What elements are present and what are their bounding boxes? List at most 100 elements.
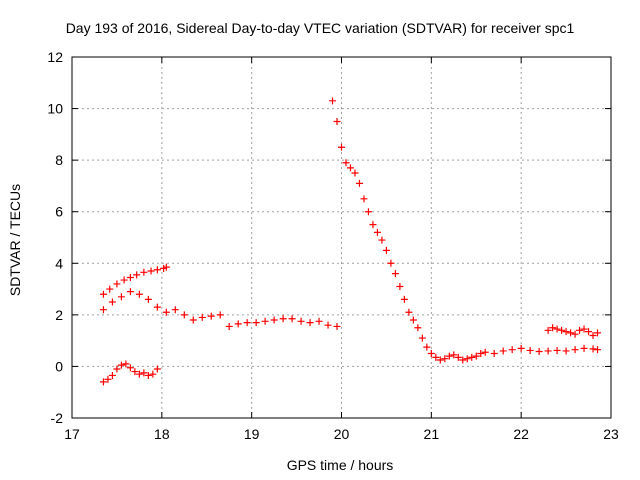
data-point xyxy=(131,368,139,376)
data-point xyxy=(423,343,431,351)
data-point xyxy=(144,371,152,379)
x-tick-label: 18 xyxy=(154,426,170,442)
data-point xyxy=(198,313,206,321)
data-point xyxy=(477,350,485,358)
data-point xyxy=(396,282,404,290)
series-arc-upper xyxy=(99,263,170,298)
data-point xyxy=(432,353,440,361)
y-tick-label: 12 xyxy=(47,49,63,65)
data-point xyxy=(315,317,323,325)
data-point xyxy=(126,273,134,281)
data-point xyxy=(517,344,525,352)
data-point xyxy=(270,316,278,324)
data-point xyxy=(576,326,584,334)
x-tick-label: 17 xyxy=(64,426,80,442)
data-point xyxy=(162,308,170,316)
data-point xyxy=(454,353,462,361)
data-point xyxy=(108,371,116,379)
data-point xyxy=(333,322,341,330)
data-point xyxy=(508,346,516,354)
data-point xyxy=(261,317,269,325)
data-point xyxy=(207,312,215,320)
data-point xyxy=(144,295,152,303)
data-point xyxy=(567,329,575,337)
data-point xyxy=(234,320,242,328)
data-point xyxy=(553,325,561,333)
data-point xyxy=(369,221,377,229)
tick-labels: 17 18 19 20 21 22 23 -2 0 2 4 6 8 10 12 xyxy=(47,49,619,442)
data-point xyxy=(180,311,188,319)
data-point xyxy=(468,353,476,361)
data-point xyxy=(558,326,566,334)
data-point xyxy=(108,298,116,306)
data-point xyxy=(400,295,408,303)
data-point xyxy=(126,364,134,372)
data-point xyxy=(405,308,413,316)
data-point xyxy=(117,293,125,301)
data-point xyxy=(99,306,107,314)
data-point xyxy=(113,280,121,288)
data-point xyxy=(153,365,161,373)
data-point xyxy=(288,315,296,323)
data-point xyxy=(445,352,453,360)
x-tick-label: 22 xyxy=(513,426,529,442)
data-point xyxy=(120,276,128,284)
data-point xyxy=(355,179,363,187)
data-point xyxy=(324,321,332,329)
data-point xyxy=(549,324,557,332)
series-arc-drop xyxy=(329,97,602,364)
data-point xyxy=(594,346,602,354)
data-point xyxy=(562,347,570,355)
y-tick-label: 6 xyxy=(55,204,63,220)
series-arc-late xyxy=(544,324,602,339)
y-tick-label: 0 xyxy=(55,358,63,374)
data-point xyxy=(99,290,107,298)
x-tick-label: 21 xyxy=(424,426,440,442)
data-point xyxy=(373,228,381,236)
data-point xyxy=(149,370,157,378)
x-tick-label: 20 xyxy=(334,426,350,442)
x-tick-label: 19 xyxy=(244,426,260,442)
data-point xyxy=(414,324,422,332)
data-point xyxy=(351,169,359,177)
data-point xyxy=(571,330,579,338)
y-tick-label: 10 xyxy=(47,101,63,117)
data-point xyxy=(589,331,597,339)
y-tick-label: -2 xyxy=(51,410,64,426)
data-point xyxy=(346,164,354,172)
data-point xyxy=(297,317,305,325)
data-point xyxy=(171,306,179,314)
data-point xyxy=(306,319,314,327)
data-point xyxy=(122,360,130,368)
data-point xyxy=(387,259,395,267)
data-point xyxy=(580,325,588,333)
data-point xyxy=(147,267,155,275)
data-point xyxy=(252,319,260,327)
data-point xyxy=(135,290,143,298)
data-point xyxy=(441,355,449,363)
y-tick-label: 4 xyxy=(55,255,63,271)
data-point xyxy=(585,328,593,336)
axes xyxy=(71,56,612,419)
data-point xyxy=(225,322,233,330)
y-axis-label: SDTVAR / TECUs xyxy=(7,183,23,297)
data-point xyxy=(589,345,597,353)
data-point xyxy=(427,350,435,358)
data-point xyxy=(409,316,417,324)
data-point xyxy=(162,263,170,271)
data-point xyxy=(135,370,143,378)
series-arc-lower xyxy=(99,360,161,386)
data-point xyxy=(360,195,368,203)
data-point xyxy=(463,355,471,363)
x-tick-label: 23 xyxy=(603,426,619,442)
data-point xyxy=(342,159,350,167)
data-point xyxy=(243,319,251,327)
data-point xyxy=(490,350,498,358)
data-point xyxy=(481,348,489,356)
data-point xyxy=(391,270,399,278)
data-point xyxy=(378,236,386,244)
series-arc-long xyxy=(99,288,341,330)
data-point xyxy=(140,268,148,276)
data-point xyxy=(364,208,372,216)
data-point xyxy=(571,346,579,354)
